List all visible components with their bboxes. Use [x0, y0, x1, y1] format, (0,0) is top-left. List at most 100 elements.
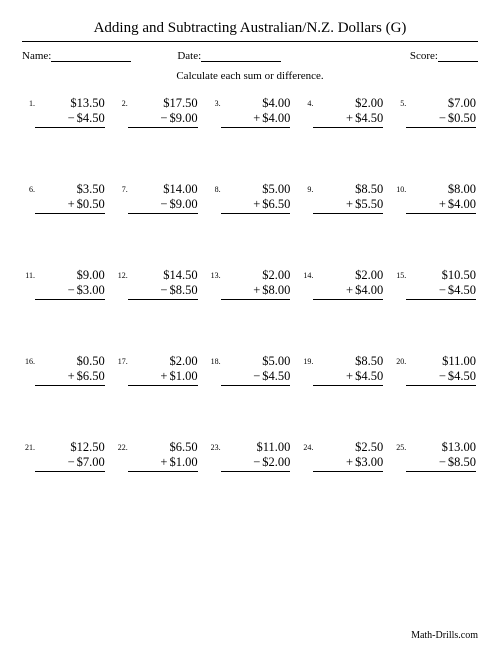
problem: 25.$13.00−$8.50 [393, 440, 478, 472]
bottom-value: $0.50 [77, 197, 105, 212]
problem-body: $17.50−$9.00 [128, 96, 200, 128]
bottom-value: $4.50 [448, 283, 476, 298]
problem-number: 25. [393, 440, 406, 452]
bottom-value: $7.00 [77, 455, 105, 470]
date-label: Date: [177, 50, 201, 62]
problem-body: $11.00−$2.00 [221, 440, 293, 472]
problem-body: $14.00−$9.00 [128, 182, 200, 214]
problem: 14.$2.00+$4.00 [300, 268, 385, 300]
problem-body: $5.00−$4.50 [221, 354, 293, 386]
bottom-row: −$9.00 [128, 111, 198, 128]
problem-body: $2.00+$4.00 [313, 268, 385, 300]
bottom-row: −$4.50 [406, 283, 476, 300]
operator: − [68, 455, 77, 470]
problem-body: $2.00+$8.00 [221, 268, 293, 300]
problem-number: 16. [22, 354, 35, 366]
problem: 7.$14.00−$9.00 [115, 182, 200, 214]
bottom-value: $4.00 [355, 283, 383, 298]
problem-number: 8. [208, 182, 221, 194]
problem: 24.$2.50+$3.00 [300, 440, 385, 472]
bottom-value: $4.00 [262, 111, 290, 126]
bottom-row: −$9.00 [128, 197, 198, 214]
top-value: $2.00 [313, 268, 383, 283]
bottom-value: $8.00 [262, 283, 290, 298]
bottom-value: $1.00 [169, 455, 197, 470]
problem-body: $2.00+$4.50 [313, 96, 385, 128]
problem-number: 4. [300, 96, 313, 108]
problem-number: 14. [300, 268, 313, 280]
problem: 23.$11.00−$2.00 [208, 440, 293, 472]
bottom-value: $4.00 [448, 197, 476, 212]
title-rule [22, 41, 478, 42]
problem-body: $5.00+$6.50 [221, 182, 293, 214]
operator: + [68, 197, 77, 212]
problem-number: 23. [208, 440, 221, 452]
problem-body: $2.50+$3.00 [313, 440, 385, 472]
problem-number: 11. [22, 268, 35, 280]
operator: + [253, 197, 262, 212]
top-value: $14.00 [128, 182, 198, 197]
bottom-value: $5.50 [355, 197, 383, 212]
problem: 11.$9.00−$3.00 [22, 268, 107, 300]
bottom-row: −$2.00 [221, 455, 291, 472]
top-value: $8.50 [313, 182, 383, 197]
bottom-row: −$4.50 [35, 111, 105, 128]
top-value: $0.50 [35, 354, 105, 369]
problem-number: 12. [115, 268, 128, 280]
top-value: $2.00 [128, 354, 198, 369]
problem-grid: 1.$13.50−$4.502.$17.50−$9.003.$4.00+$4.0… [22, 96, 478, 472]
problem-body: $4.00+$4.00 [221, 96, 293, 128]
bottom-value: $9.00 [169, 111, 197, 126]
problem: 4.$2.00+$4.50 [300, 96, 385, 128]
operator: + [160, 369, 169, 384]
top-value: $5.00 [221, 354, 291, 369]
top-value: $4.00 [221, 96, 291, 111]
problem: 19.$8.50+$4.50 [300, 354, 385, 386]
problem-number: 9. [300, 182, 313, 194]
problem-number: 3. [208, 96, 221, 108]
date-line[interactable] [201, 50, 281, 62]
problem-number: 22. [115, 440, 128, 452]
problem-number: 18. [208, 354, 221, 366]
problem-body: $8.50+$4.50 [313, 354, 385, 386]
name-line[interactable] [51, 50, 131, 62]
date-field: Date: [177, 50, 281, 62]
score-field: Score: [410, 50, 478, 62]
top-value: $17.50 [128, 96, 198, 111]
problem-number: 1. [22, 96, 35, 108]
problem-number: 10. [393, 182, 406, 194]
top-value: $2.00 [221, 268, 291, 283]
bottom-value: $6.50 [262, 197, 290, 212]
meta-row: Name: Date: Score: [22, 50, 478, 62]
problem: 6.$3.50+$0.50 [22, 182, 107, 214]
bottom-row: +$1.00 [128, 369, 198, 386]
operator: − [439, 369, 448, 384]
bottom-row: +$6.50 [221, 197, 291, 214]
score-line[interactable] [438, 50, 478, 62]
problem: 2.$17.50−$9.00 [115, 96, 200, 128]
top-value: $5.00 [221, 182, 291, 197]
operator: + [346, 111, 355, 126]
bottom-row: −$0.50 [406, 111, 476, 128]
operator: + [346, 197, 355, 212]
operator: + [346, 369, 355, 384]
operator: − [253, 369, 262, 384]
bottom-row: +$0.50 [35, 197, 105, 214]
top-value: $8.00 [406, 182, 476, 197]
problem: 16.$0.50+$6.50 [22, 354, 107, 386]
bottom-value: $6.50 [77, 369, 105, 384]
problem: 13.$2.00+$8.00 [208, 268, 293, 300]
problem-body: $2.00+$1.00 [128, 354, 200, 386]
bottom-row: −$8.50 [128, 283, 198, 300]
problem-number: 15. [393, 268, 406, 280]
bottom-value: $4.50 [77, 111, 105, 126]
bottom-value: $8.50 [448, 455, 476, 470]
problem-number: 21. [22, 440, 35, 452]
bottom-value: $8.50 [169, 283, 197, 298]
bottom-row: +$4.00 [406, 197, 476, 214]
top-value: $13.50 [35, 96, 105, 111]
name-label: Name: [22, 50, 51, 62]
bottom-row: +$3.00 [313, 455, 383, 472]
worksheet-page: Adding and Subtracting Australian/N.Z. D… [0, 0, 500, 480]
instruction: Calculate each sum or difference. [22, 70, 478, 82]
